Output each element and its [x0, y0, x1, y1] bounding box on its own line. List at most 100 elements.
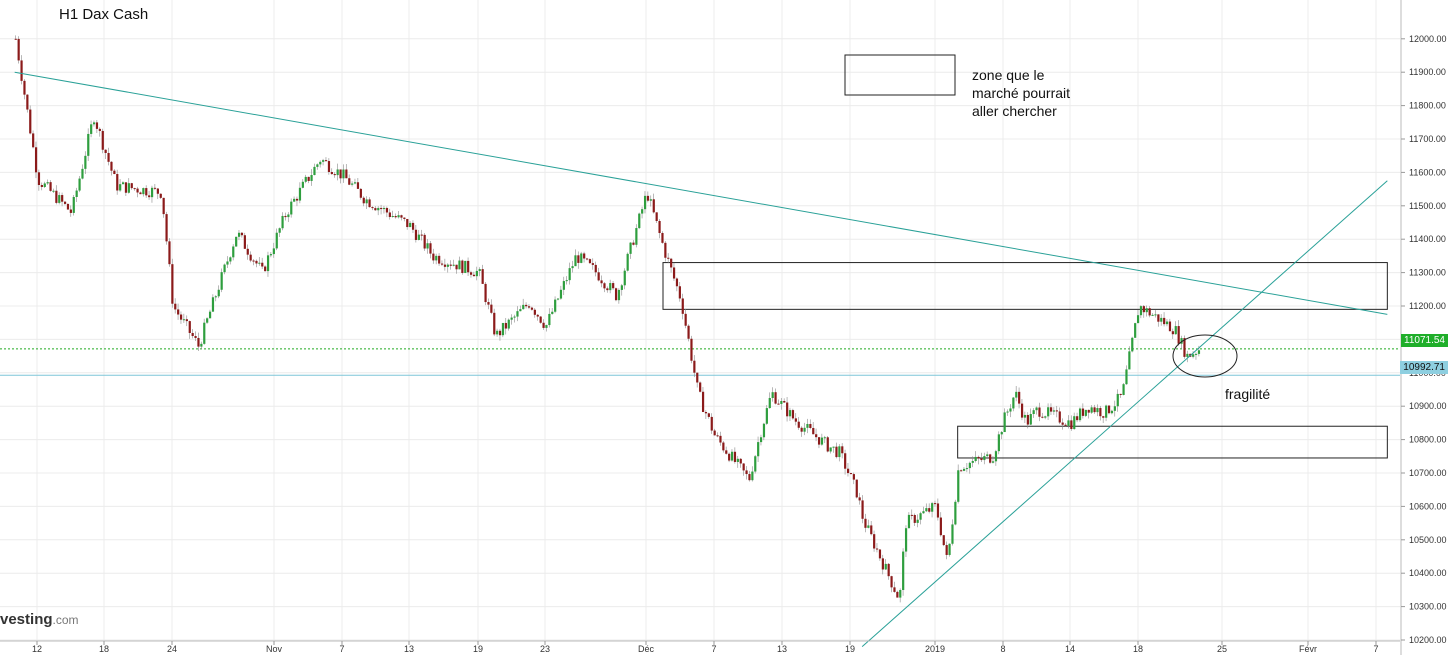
candle-bull	[867, 525, 870, 528]
candle-bear	[849, 473, 853, 475]
candle-bear	[939, 517, 942, 536]
candle-bear	[420, 234, 423, 236]
candle-bear	[469, 272, 473, 275]
candle-bear	[440, 263, 444, 265]
candle-bear	[861, 500, 864, 519]
candle-bear	[197, 337, 200, 347]
candle-bear	[324, 160, 328, 162]
candle-bear	[933, 503, 937, 505]
candle-bear	[124, 182, 128, 193]
candle-bear	[989, 454, 992, 463]
candle-bull	[643, 195, 647, 210]
price-zone-box	[957, 425, 1388, 459]
candle-bull	[730, 451, 734, 461]
candle-bull	[452, 264, 455, 266]
candle-bull	[762, 423, 766, 438]
candle-bear	[455, 264, 458, 270]
candle-bull	[994, 451, 998, 462]
candle-bull	[765, 408, 768, 424]
candle-bear	[153, 187, 157, 189]
candle-bear	[873, 534, 876, 549]
candle-bull	[1154, 314, 1157, 316]
candle-bear	[910, 514, 913, 516]
x-tick-label: Févr	[1299, 644, 1317, 654]
candle-bull	[1023, 414, 1027, 418]
candle-bear	[693, 360, 696, 373]
fragility-annotation: fragilité	[1225, 386, 1271, 402]
candle-bull	[1160, 317, 1163, 322]
candle-bull	[574, 255, 577, 267]
candle-bull	[182, 319, 186, 321]
candle-bear	[98, 128, 101, 131]
candle-bear	[797, 421, 800, 428]
candle-bear	[681, 298, 684, 314]
candle-bear	[670, 258, 673, 268]
candle-bull	[1006, 411, 1009, 413]
candle-bull	[1003, 412, 1006, 433]
logo-main: vesting	[0, 611, 53, 628]
candle-bear	[707, 413, 710, 417]
candle-bear	[498, 330, 502, 336]
candle-bear	[878, 549, 882, 559]
x-tick-label: 2019	[925, 644, 945, 654]
candle-bull	[290, 201, 293, 215]
candle-bull	[571, 266, 574, 269]
candle-bull	[820, 437, 824, 445]
candle-bull	[788, 410, 792, 417]
candle-bear	[339, 169, 342, 179]
x-tick-label: Nov	[266, 644, 283, 654]
candle-bull	[46, 182, 49, 184]
candle-bear	[264, 266, 267, 272]
candle-bear	[1061, 422, 1064, 425]
candle-bull	[258, 262, 261, 264]
candle-bear	[1058, 411, 1061, 423]
candle-bear	[794, 418, 797, 422]
candle-bull	[751, 471, 754, 481]
candle-bull	[916, 519, 919, 523]
candle-bull	[832, 446, 835, 448]
candle-bull	[1029, 414, 1032, 425]
candle-bull	[281, 215, 284, 229]
candle-bear	[525, 304, 528, 307]
candle-bear	[438, 255, 441, 264]
candle-bear	[49, 182, 52, 191]
candle-bear	[826, 437, 829, 452]
candle-bear	[852, 474, 855, 480]
candle-bear	[652, 199, 655, 213]
candle-bull	[464, 260, 467, 273]
candle-bear	[699, 382, 702, 392]
y-tick-label: 11400.00	[1409, 234, 1446, 244]
candle-bear	[655, 212, 658, 221]
candle-bull	[409, 222, 412, 228]
candle-bear	[612, 283, 615, 289]
candle-bear	[960, 470, 963, 472]
zone-annotation: zone que le marché pourrait aller cherch…	[972, 67, 1071, 119]
trendline-up	[861, 180, 1388, 648]
candle-bear	[116, 174, 119, 191]
candle-bear	[800, 427, 803, 432]
candle-bear	[23, 80, 26, 95]
candle-bull	[609, 283, 612, 291]
candle-bear	[95, 122, 99, 129]
candle-bear	[536, 314, 539, 317]
candle-bear	[977, 456, 980, 459]
candle-bear	[32, 133, 35, 148]
candle-bull	[1084, 409, 1087, 416]
candle-bull	[496, 330, 499, 335]
candle-bear	[252, 260, 255, 262]
candle-bull	[580, 253, 583, 263]
candle-bear	[1041, 416, 1044, 418]
candle-bull	[1139, 306, 1143, 316]
candle-bear	[745, 470, 748, 475]
x-tick-label: 13	[404, 644, 414, 654]
candle-bear	[414, 229, 418, 240]
candle-bull	[235, 236, 238, 247]
candle-bear	[1049, 407, 1053, 412]
candle-bull	[623, 270, 626, 286]
candle-bull	[1000, 432, 1003, 435]
candle-bear	[484, 283, 487, 303]
candle-bear	[136, 188, 139, 193]
candle-bull	[1035, 407, 1038, 411]
candle-bull	[907, 514, 911, 529]
